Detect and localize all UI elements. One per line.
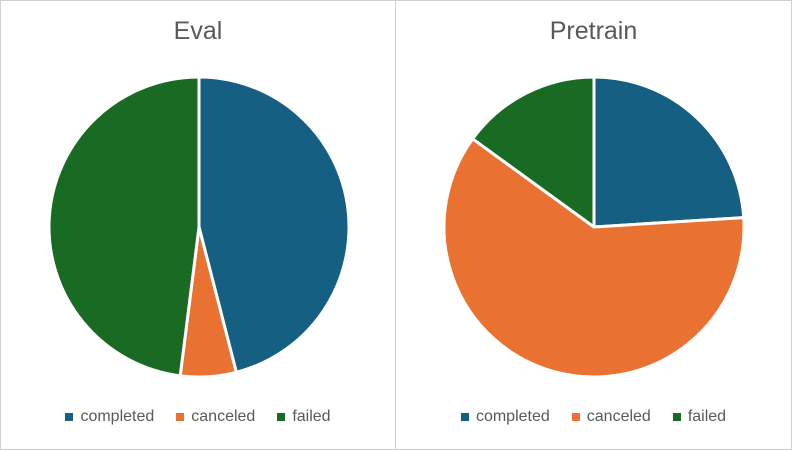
- chart-title: Pretrain: [549, 17, 638, 45]
- eval-chart-panel: Eval completed canceled failed: [0, 0, 396, 450]
- legend: completed canceled failed: [396, 408, 791, 426]
- legend-label: failed: [292, 408, 331, 425]
- legend-swatch-completed: [65, 413, 74, 421]
- legend-item-canceled: canceled: [176, 408, 255, 426]
- legend-swatch-canceled: [571, 413, 580, 421]
- pie-slice-failed: [47, 75, 201, 378]
- legend-label: completed: [475, 408, 550, 425]
- pie-slice-failed: [471, 75, 596, 229]
- legend-swatch-canceled: [176, 413, 185, 421]
- legend-swatch-failed: [672, 413, 681, 421]
- legend-item-completed: completed: [460, 408, 550, 426]
- legend-item-failed: failed: [672, 408, 727, 426]
- legend: completed canceled failed: [1, 408, 395, 426]
- legend-item-completed: completed: [65, 408, 154, 426]
- pie-slice-completed: [592, 75, 746, 229]
- legend-label: canceled: [586, 408, 651, 425]
- legend-item-canceled: canceled: [571, 408, 651, 426]
- chart-title: Eval: [173, 17, 223, 45]
- pie-slice-completed: [197, 75, 351, 374]
- legend-swatch-failed: [277, 413, 286, 421]
- legend-swatch-completed: [460, 413, 469, 421]
- pretrain-pie: [442, 75, 746, 379]
- pie-slice-canceled: [442, 137, 746, 379]
- eval-pie: [47, 75, 351, 379]
- legend-item-failed: failed: [277, 408, 331, 426]
- legend-label: completed: [80, 408, 155, 425]
- legend-label: canceled: [191, 408, 256, 425]
- legend-label: failed: [687, 408, 727, 425]
- pretrain-chart-panel: Pretrain completed canceled failed: [396, 0, 792, 450]
